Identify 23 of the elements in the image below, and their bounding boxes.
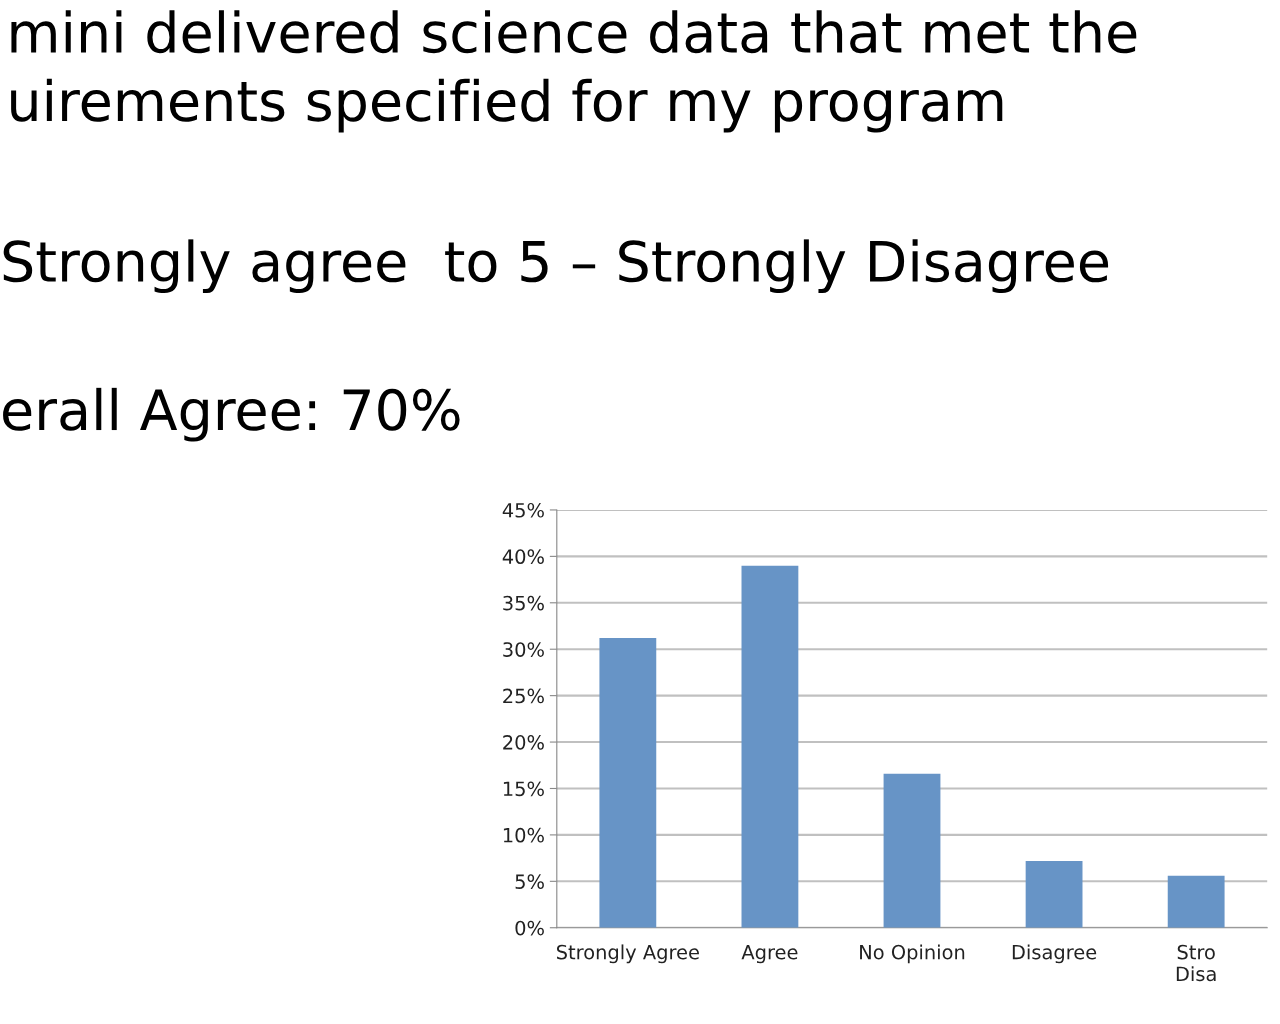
- y-tick-label: 15%: [503, 781, 544, 797]
- x-tick-label: Disagree: [1012, 944, 1097, 964]
- bar: [1025, 860, 1083, 928]
- text: Strongly agree to 5 – Strongly Disagree: [3, 239, 1109, 294]
- chart-title: mini delivered science data that met the uirements specified for my program: [11, 10, 1137, 133]
- y-tick-label: 0%: [515, 920, 544, 936]
- bar: [883, 773, 941, 928]
- y-tick-label: 25%: [503, 688, 544, 704]
- y-tick-label: 40%: [502, 549, 544, 565]
- x-tick-label: Strongly Agree: [556, 944, 699, 964]
- bar: [1167, 875, 1225, 928]
- y-tick-label: 30%: [503, 642, 544, 657]
- y-tick-label: 20%: [503, 735, 544, 750]
- y-tick-label: 35%: [503, 595, 544, 611]
- bar: [599, 638, 657, 928]
- x-tick-label: No Opinion: [860, 944, 965, 964]
- y-tick-label: 5%: [515, 874, 544, 889]
- y-tick-label: 45%: [502, 502, 544, 518]
- bar: [741, 565, 799, 928]
- x-tick-label: Agree: [741, 945, 798, 964]
- text: erall Agree: 70%: [3, 387, 460, 442]
- x-tick-label: Stro Disa: [1176, 944, 1216, 982]
- y-tick-label: 10%: [503, 827, 544, 843]
